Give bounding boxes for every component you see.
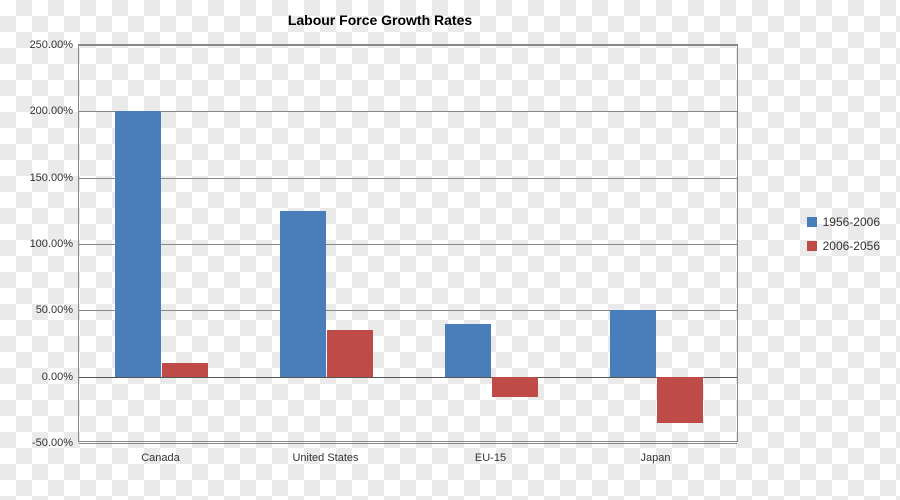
y-tick-label: 200.00%: [30, 105, 79, 117]
y-tick-label: 250.00%: [30, 39, 79, 51]
legend-swatch: [807, 217, 817, 227]
plot-area: -50.00%0.00%50.00%100.00%150.00%200.00%2…: [78, 44, 738, 442]
legend-item: 2006-2056: [807, 239, 880, 253]
y-tick-label: 100.00%: [30, 238, 79, 250]
chart-canvas: Labour Force Growth Rates -50.00%0.00%50…: [0, 0, 900, 500]
x-tick-label: United States: [292, 452, 358, 464]
grid-line: [79, 244, 737, 245]
chart-title: Labour Force Growth Rates: [0, 12, 760, 28]
legend-label: 1956-2006: [823, 215, 880, 229]
x-tick-label: Japan: [641, 452, 671, 464]
grid-line: [79, 178, 737, 179]
zero-line: [79, 377, 737, 378]
bar: [610, 310, 656, 376]
grid-line: [79, 45, 737, 46]
bar: [492, 377, 538, 397]
legend-label: 2006-2056: [823, 239, 880, 253]
y-tick-label: 150.00%: [30, 172, 79, 184]
bar: [162, 363, 208, 376]
bar: [280, 211, 326, 377]
y-tick-label: 0.00%: [42, 371, 79, 383]
x-tick-label: Canada: [141, 452, 180, 464]
grid-line: [79, 111, 737, 112]
x-axis-labels: Canada United States EU-15 Japan: [78, 452, 738, 472]
legend: 1956-2006 2006-2056: [807, 215, 880, 263]
x-tick-label: EU-15: [475, 452, 506, 464]
bar: [115, 111, 161, 376]
y-tick-label: 50.00%: [36, 304, 79, 316]
grid-line: [79, 443, 737, 444]
bar: [327, 330, 373, 376]
bar: [657, 377, 703, 423]
legend-item: 1956-2006: [807, 215, 880, 229]
legend-swatch: [807, 241, 817, 251]
y-tick-label: -50.00%: [32, 437, 79, 449]
bar: [445, 324, 491, 377]
